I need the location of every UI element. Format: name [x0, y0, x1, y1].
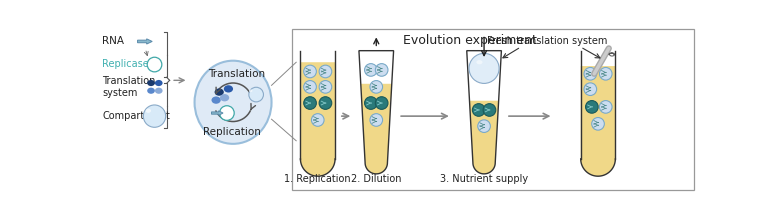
Circle shape — [483, 104, 496, 116]
Text: 2. Dilution: 2. Dilution — [351, 174, 402, 184]
Polygon shape — [211, 111, 223, 115]
Text: Translation
system: Translation system — [102, 76, 155, 98]
Circle shape — [147, 57, 162, 72]
Circle shape — [370, 81, 382, 93]
Polygon shape — [580, 66, 615, 176]
Ellipse shape — [214, 89, 224, 96]
Circle shape — [220, 106, 234, 120]
Ellipse shape — [476, 60, 483, 64]
Circle shape — [364, 97, 377, 109]
Circle shape — [304, 97, 316, 109]
Ellipse shape — [224, 85, 233, 92]
Ellipse shape — [147, 80, 155, 86]
Ellipse shape — [155, 80, 162, 86]
Circle shape — [319, 65, 332, 78]
Circle shape — [599, 67, 612, 80]
Circle shape — [319, 97, 332, 109]
Circle shape — [592, 118, 605, 130]
Text: Translation: Translation — [208, 69, 266, 79]
Ellipse shape — [211, 96, 221, 104]
Circle shape — [249, 87, 263, 102]
Circle shape — [304, 81, 316, 93]
Circle shape — [319, 81, 332, 93]
Text: Compartment: Compartment — [102, 111, 170, 121]
Text: Evolution experiment: Evolution experiment — [403, 34, 537, 47]
Text: Replicase: Replicase — [102, 59, 149, 69]
Ellipse shape — [145, 109, 151, 113]
Text: 3. Nutrient supply: 3. Nutrient supply — [440, 174, 528, 184]
Circle shape — [143, 105, 166, 127]
Circle shape — [472, 104, 485, 116]
Polygon shape — [361, 84, 392, 174]
Ellipse shape — [147, 88, 155, 94]
Ellipse shape — [194, 61, 271, 144]
Ellipse shape — [155, 88, 162, 94]
Ellipse shape — [249, 89, 253, 92]
Circle shape — [584, 83, 597, 95]
Polygon shape — [138, 39, 152, 44]
Circle shape — [370, 114, 382, 126]
Ellipse shape — [220, 94, 229, 101]
Circle shape — [469, 53, 499, 83]
Polygon shape — [469, 101, 499, 174]
Circle shape — [375, 64, 388, 76]
Circle shape — [364, 64, 377, 76]
Circle shape — [304, 65, 316, 78]
Circle shape — [599, 100, 612, 113]
Text: 1. Replication: 1. Replication — [284, 174, 351, 184]
Circle shape — [375, 97, 388, 109]
Polygon shape — [301, 62, 335, 176]
Circle shape — [478, 120, 490, 132]
Circle shape — [312, 114, 324, 126]
Circle shape — [586, 100, 598, 113]
Text: Replication: Replication — [203, 127, 260, 136]
Text: RNA: RNA — [102, 36, 124, 46]
Text: Fresh translation system: Fresh translation system — [487, 36, 608, 46]
Circle shape — [584, 67, 597, 80]
